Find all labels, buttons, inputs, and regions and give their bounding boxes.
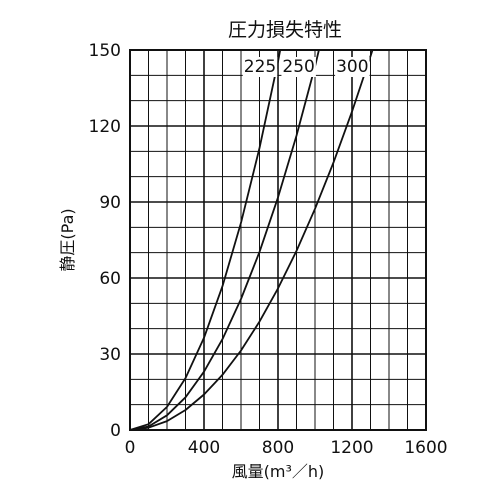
series-label-bg: [281, 57, 316, 77]
x-axis-ticks: 0 400 800 1200 1600: [125, 438, 448, 458]
x-tick-label: 0: [125, 438, 136, 458]
series-curves: [129, 49, 374, 431]
x-tick-label: 800: [262, 438, 294, 458]
x-tick-label: 1600: [404, 438, 447, 458]
y-tick-label: 60: [99, 269, 121, 289]
series-label-bg: [242, 57, 278, 77]
series-label-225: 225: [244, 57, 276, 77]
series-line-225: [129, 49, 282, 431]
series-line-250: [129, 49, 320, 431]
grid-lines: [130, 50, 426, 430]
series-label-300: 300: [336, 57, 368, 77]
x-tick-label: 400: [188, 438, 220, 458]
y-tick-label: 150: [89, 41, 121, 61]
y-tick-label: 30: [99, 345, 121, 365]
y-tick-label: 90: [99, 193, 121, 213]
series-label-bg: [335, 57, 370, 77]
x-axis-label: 風量(m³／h): [232, 462, 325, 481]
x-tick-label: 1200: [330, 438, 373, 458]
series-labels: 225 250 300: [242, 57, 370, 77]
y-tick-label: 120: [89, 117, 121, 137]
series-line-300: [129, 49, 374, 431]
series-label-250: 250: [282, 57, 314, 77]
plot-frame: [129, 49, 427, 431]
y-tick-label: 0: [110, 421, 121, 441]
y-axis-ticks: 0 30 60 90 120 150: [89, 41, 121, 441]
y-axis-label: 静圧(Pa): [58, 208, 77, 271]
chart-title: 圧力損失特性: [228, 19, 342, 41]
